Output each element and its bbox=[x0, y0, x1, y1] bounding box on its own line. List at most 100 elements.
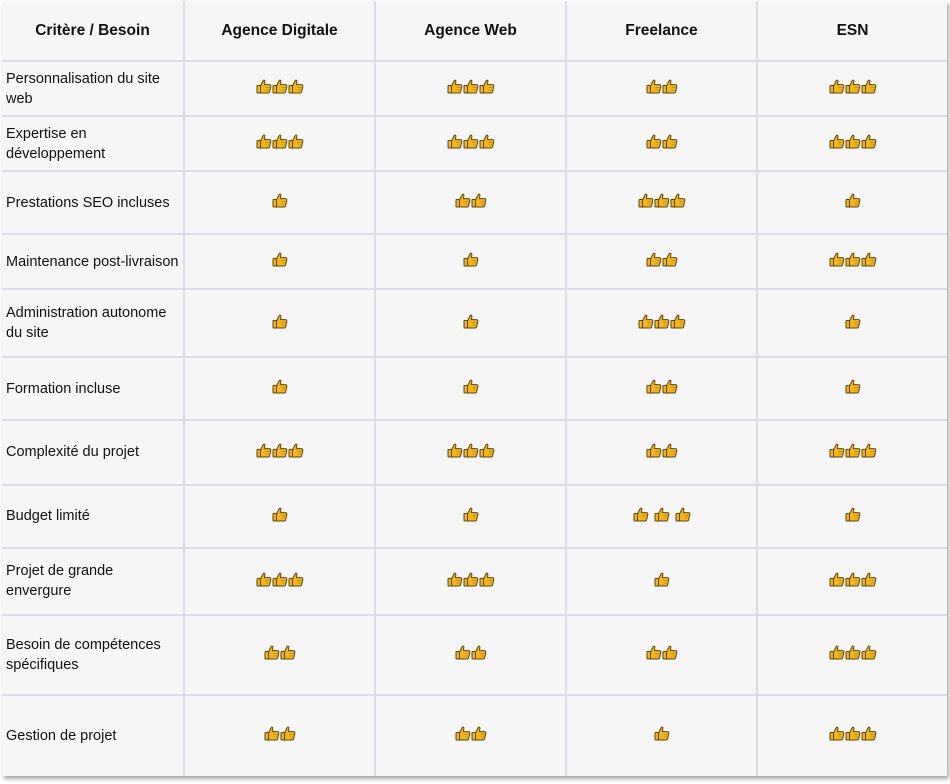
thumbs-up-icon bbox=[861, 645, 876, 660]
rating-thumbs bbox=[256, 443, 304, 458]
rating-thumbs bbox=[463, 252, 479, 267]
score-cell-agence-digitale bbox=[183, 693, 376, 776]
thumbs-up-icon bbox=[256, 134, 271, 149]
rating-thumbs bbox=[829, 443, 877, 458]
score-cell-agence-web bbox=[374, 170, 567, 236]
thumbs-up-icon bbox=[463, 380, 478, 394]
criterion-cell: Personnalisation du site web bbox=[2, 59, 185, 118]
score-cell-agence-web bbox=[374, 233, 567, 291]
table-row: Besoin de compétences spécifiques bbox=[2, 613, 947, 696]
rating-thumbs bbox=[845, 507, 861, 522]
thumbs-up-icon bbox=[662, 645, 677, 660]
thumbs-up-icon bbox=[845, 134, 860, 149]
thumbs-up-icon bbox=[280, 645, 295, 660]
score-cell-agence-digitale bbox=[183, 233, 376, 291]
thumbs-up-icon bbox=[479, 79, 494, 94]
score-cell-agence-web bbox=[374, 59, 567, 118]
thumbs-up-icon bbox=[256, 443, 271, 458]
thumbs-up-icon bbox=[272, 134, 287, 149]
thumbs-up-icon bbox=[479, 443, 494, 458]
thumbs-up-icon bbox=[845, 727, 860, 741]
rating-thumbs bbox=[829, 134, 877, 149]
score-cell-esn bbox=[756, 288, 947, 359]
thumbs-up-icon bbox=[471, 645, 486, 660]
thumbs-up-icon bbox=[638, 314, 653, 329]
thumbs-up-icon bbox=[662, 79, 677, 94]
thumbs-up-icon bbox=[463, 79, 478, 94]
rating-thumbs bbox=[829, 572, 877, 587]
score-cell-agence-web bbox=[374, 546, 567, 616]
thumbs-up-icon bbox=[670, 314, 685, 329]
rating-thumbs bbox=[646, 79, 678, 94]
thumbs-up-icon bbox=[272, 572, 287, 587]
rating-thumbs bbox=[646, 379, 678, 394]
score-cell-freelance bbox=[565, 483, 758, 549]
rating-thumbs bbox=[455, 645, 487, 660]
thumbs-up-icon bbox=[662, 252, 677, 267]
rating-thumbs bbox=[829, 645, 877, 660]
thumbs-up-icon bbox=[447, 572, 462, 587]
criterion-cell: Besoin de compétences spécifiques bbox=[2, 613, 185, 696]
rating-thumbs bbox=[455, 726, 487, 741]
rating-thumbs bbox=[845, 314, 861, 329]
thumbs-up-icon bbox=[256, 572, 271, 587]
score-cell-agence-web bbox=[374, 419, 567, 486]
table-row: Administration autonome du site bbox=[2, 288, 947, 359]
thumbs-up-icon bbox=[845, 645, 860, 660]
thumbs-up-icon bbox=[861, 134, 876, 149]
score-cell-freelance bbox=[565, 356, 758, 422]
score-cell-esn bbox=[756, 693, 947, 776]
criterion-cell: Prestations SEO incluses bbox=[2, 170, 185, 236]
rating-thumbs bbox=[638, 193, 686, 208]
rating-thumbs bbox=[845, 193, 861, 208]
header-agence-web: Agence Web bbox=[374, 1, 567, 62]
table-row: Budget limité bbox=[2, 483, 947, 549]
criterion-cell: Formation incluse bbox=[2, 356, 185, 422]
thumbs-up-icon bbox=[447, 443, 462, 458]
score-cell-agence-digitale bbox=[183, 613, 376, 696]
thumbs-up-icon bbox=[845, 507, 860, 522]
thumbs-up-icon bbox=[654, 193, 669, 208]
score-cell-esn bbox=[756, 233, 947, 291]
header-freelance: Freelance bbox=[565, 1, 758, 62]
score-cell-agence-digitale bbox=[183, 483, 376, 549]
thumbs-up-icon bbox=[670, 193, 685, 208]
score-cell-freelance bbox=[565, 693, 758, 776]
thumbs-up-icon bbox=[463, 314, 478, 329]
thumbs-up-icon bbox=[471, 193, 486, 208]
header-criterion: Critère / Besoin bbox=[2, 1, 185, 62]
thumbs-up-icon bbox=[463, 134, 478, 149]
rating-thumbs bbox=[646, 252, 678, 267]
table-row: Expertise en développement bbox=[2, 115, 947, 173]
score-cell-agence-digitale bbox=[183, 419, 376, 486]
criterion-cell: Budget limité bbox=[2, 483, 185, 549]
thumbs-up-icon bbox=[455, 727, 470, 741]
thumbs-up-icon bbox=[463, 572, 478, 587]
score-cell-agence-web bbox=[374, 288, 567, 359]
score-cell-esn bbox=[756, 613, 947, 696]
rating-thumbs bbox=[646, 134, 678, 149]
thumbs-up-icon bbox=[662, 443, 677, 458]
header-agence-digitale: Agence Digitale bbox=[183, 1, 376, 62]
thumbs-up-icon bbox=[272, 193, 287, 208]
table-row: Prestations SEO incluses bbox=[2, 170, 947, 236]
criterion-cell: Projet de grande envergure bbox=[2, 546, 185, 616]
thumbs-up-icon bbox=[845, 193, 860, 208]
thumbs-up-icon bbox=[646, 645, 661, 660]
thumbs-up-icon bbox=[861, 252, 876, 267]
thumbs-up-icon bbox=[256, 79, 271, 94]
thumbs-up-icon bbox=[288, 443, 303, 458]
thumbs-up-icon bbox=[272, 252, 287, 267]
rating-thumbs bbox=[447, 572, 495, 587]
thumbs-up-icon bbox=[646, 443, 661, 458]
thumbs-up-icon bbox=[272, 380, 287, 394]
thumbs-up-icon bbox=[829, 443, 844, 458]
score-cell-agence-web bbox=[374, 115, 567, 173]
thumbs-up-icon bbox=[264, 727, 279, 741]
thumbs-up-icon bbox=[829, 252, 844, 267]
thumbs-up-icon bbox=[829, 134, 844, 149]
thumbs-up-icon bbox=[288, 572, 303, 587]
rating-thumbs bbox=[463, 507, 479, 522]
